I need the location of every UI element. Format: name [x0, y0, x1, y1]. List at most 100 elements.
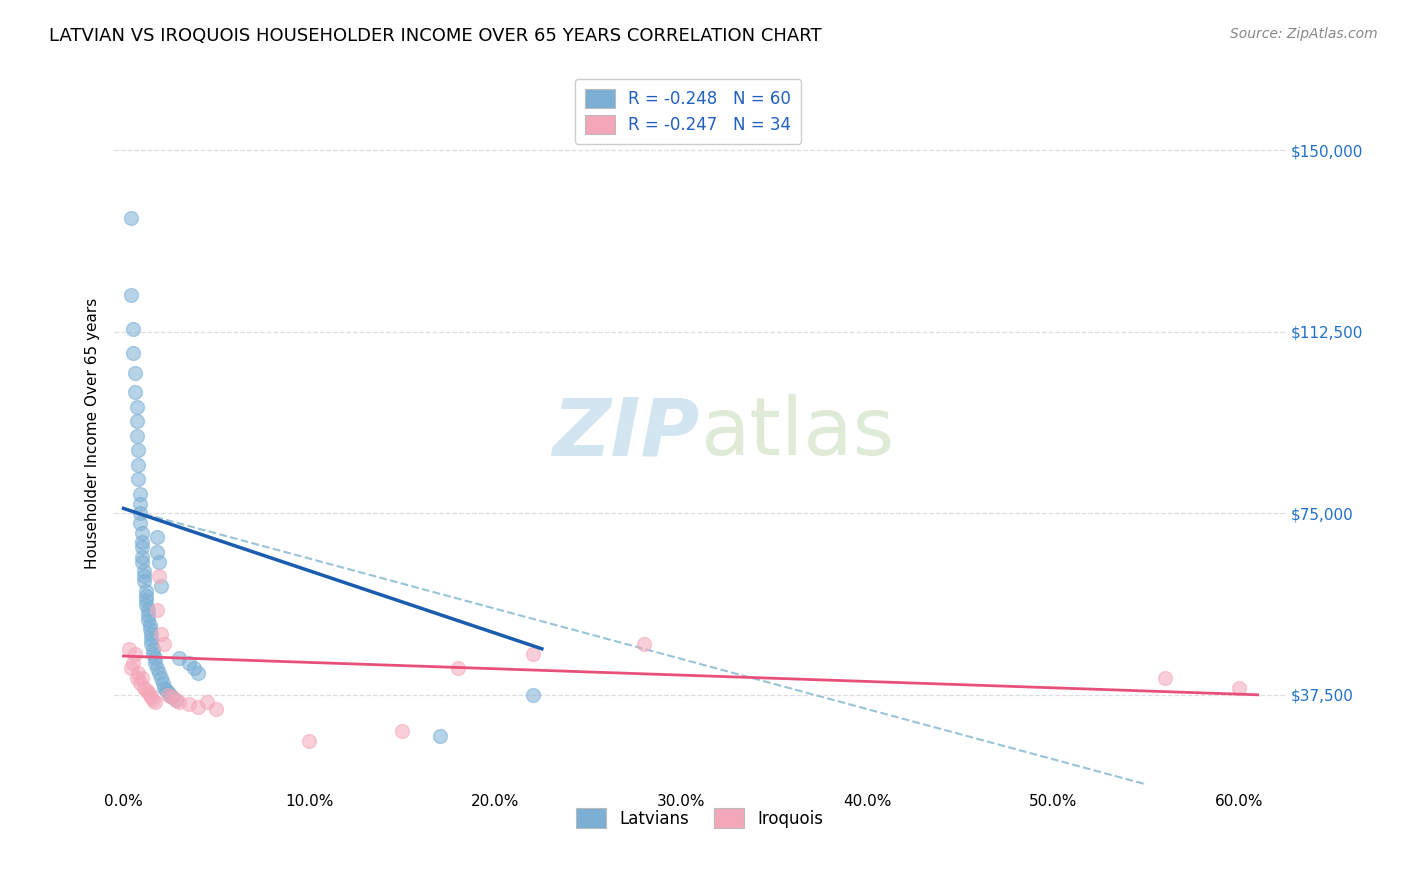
Point [127, 472, 149, 486]
Point [127, 458, 149, 472]
Point [124, 647, 146, 661]
Point [132, 565, 155, 579]
Point [149, 627, 172, 641]
Point [124, 366, 146, 380]
Point [132, 681, 155, 695]
Point [127, 443, 149, 458]
Point [522, 688, 544, 702]
Point [152, 675, 174, 690]
Point [429, 729, 451, 743]
Point [153, 637, 176, 651]
Point [138, 617, 160, 632]
Point [142, 692, 165, 706]
Point [131, 671, 153, 685]
Point [157, 685, 180, 699]
Point [129, 516, 152, 530]
Point [146, 603, 169, 617]
Point [160, 690, 183, 705]
Point [131, 535, 153, 549]
Point [136, 685, 159, 699]
Point [143, 695, 166, 709]
Y-axis label: Householder Income Over 65 years: Householder Income Over 65 years [86, 298, 100, 569]
Point [121, 657, 143, 671]
Text: ZIP: ZIP [553, 394, 700, 473]
Point [187, 699, 209, 714]
Point [135, 682, 157, 697]
Point [205, 702, 228, 716]
Point [187, 665, 209, 680]
Point [121, 346, 143, 360]
Point [391, 724, 413, 739]
Point [129, 506, 152, 520]
Point [125, 400, 148, 414]
Point [125, 671, 148, 685]
Point [120, 211, 142, 225]
Point [131, 555, 153, 569]
Point [183, 661, 205, 675]
Point [136, 607, 159, 622]
Point [121, 322, 143, 336]
Point [125, 429, 148, 443]
Point [129, 497, 152, 511]
Point [120, 288, 142, 302]
Point [146, 531, 169, 545]
Point [169, 651, 191, 665]
Point [118, 641, 141, 656]
Point [633, 637, 655, 651]
Point [138, 688, 160, 702]
Point [160, 690, 183, 705]
Point [169, 695, 191, 709]
Text: LATVIAN VS IROQUOIS HOUSEHOLDER INCOME OVER 65 YEARS CORRELATION CHART: LATVIAN VS IROQUOIS HOUSEHOLDER INCOME O… [49, 27, 823, 45]
Point [141, 690, 163, 705]
Point [298, 733, 321, 747]
Point [135, 599, 157, 613]
Point [132, 569, 155, 583]
Point [153, 681, 176, 695]
Point [142, 647, 165, 661]
Point [148, 555, 170, 569]
Point [125, 414, 148, 428]
Point [120, 661, 142, 675]
Point [124, 385, 146, 400]
Point [127, 665, 149, 680]
Point [142, 641, 165, 656]
Point [129, 487, 152, 501]
Point [135, 593, 157, 607]
Point [447, 661, 470, 675]
Text: Source: ZipAtlas.com: Source: ZipAtlas.com [1230, 27, 1378, 41]
Point [1153, 671, 1175, 685]
Point [146, 661, 169, 675]
Point [141, 637, 163, 651]
Point [165, 692, 187, 706]
Point [157, 688, 180, 702]
Point [129, 675, 152, 690]
Point [141, 632, 163, 646]
Point [135, 583, 157, 598]
Point [146, 545, 169, 559]
Point [141, 627, 163, 641]
Point [177, 657, 200, 671]
Text: atlas: atlas [700, 394, 894, 473]
Legend: Latvians, Iroquois: Latvians, Iroquois [569, 802, 831, 834]
Point [149, 671, 172, 685]
Point [165, 692, 187, 706]
Point [138, 623, 160, 637]
Point [136, 613, 159, 627]
Point [149, 579, 172, 593]
Point [143, 651, 166, 665]
Point [131, 525, 153, 540]
Point [148, 569, 170, 583]
Point [195, 695, 218, 709]
Point [159, 688, 181, 702]
Point [131, 540, 153, 554]
Point [155, 682, 177, 697]
Point [135, 589, 157, 603]
Point [522, 647, 544, 661]
Point [132, 574, 155, 588]
Point [143, 657, 166, 671]
Point [148, 665, 170, 680]
Point [136, 603, 159, 617]
Point [1227, 681, 1250, 695]
Point [177, 698, 200, 712]
Point [131, 549, 153, 564]
